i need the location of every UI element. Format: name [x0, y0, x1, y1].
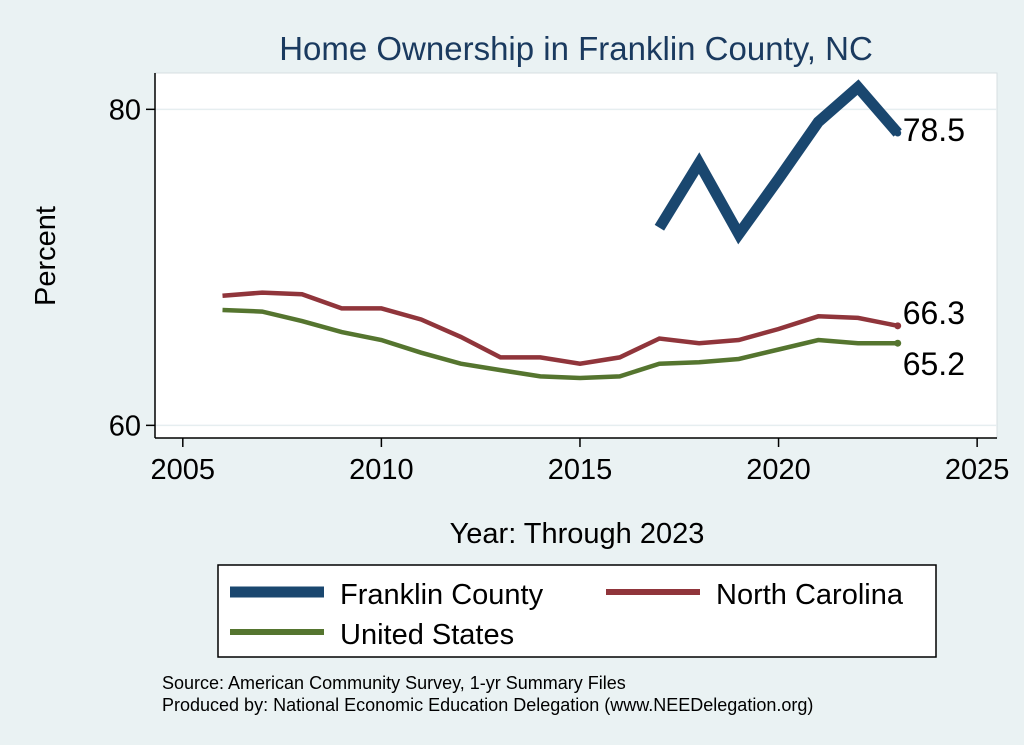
gridlines — [155, 108, 997, 427]
x-tick-label-2005: 2005 — [151, 454, 216, 486]
series-line-franklin-county — [654, 79, 902, 245]
axes: 60 80 2005 2010 2015 2020 2025 — [109, 73, 1010, 486]
end-point-franklin-county — [894, 129, 902, 137]
y-tick-label-80: 80 — [109, 94, 141, 126]
produced-by-note: Produced by: National Economic Education… — [162, 695, 813, 715]
plot-area — [154, 72, 998, 439]
series-line-north-carolina — [222, 290, 899, 366]
legend-label-franklin-county: Franklin County — [340, 579, 544, 611]
legend-label-north-carolina: North Carolina — [716, 579, 904, 611]
series-line-united-states — [222, 307, 898, 381]
end-label-north-carolina: 66.3 — [903, 295, 965, 331]
x-tick-label-2020: 2020 — [746, 454, 811, 486]
legend-label-united-states: United States — [340, 619, 514, 651]
legend: Franklin County North Carolina United St… — [217, 564, 937, 658]
end-point-north-carolina — [894, 322, 902, 330]
x-axis-title: Year: Through 2023 — [450, 518, 705, 550]
y-axis-title: Percent — [30, 206, 62, 306]
legend-box — [217, 564, 937, 658]
end-label-united-states: 65.2 — [903, 346, 965, 382]
y-tick-label-60: 60 — [109, 410, 141, 442]
end-point-united-states — [894, 339, 902, 347]
series-lines — [222, 79, 902, 381]
end-label-franklin-county: 78.5 — [903, 112, 965, 148]
chart-title: Home Ownership in Franklin County, NC — [279, 30, 873, 67]
end-labels: 78.5 66.3 65.2 — [903, 112, 965, 382]
x-tick-label-2015: 2015 — [548, 454, 613, 486]
x-tick-label-2025: 2025 — [945, 454, 1010, 486]
x-tick-label-2010: 2010 — [349, 454, 414, 486]
source-note: Source: American Community Survey, 1-yr … — [162, 673, 626, 693]
